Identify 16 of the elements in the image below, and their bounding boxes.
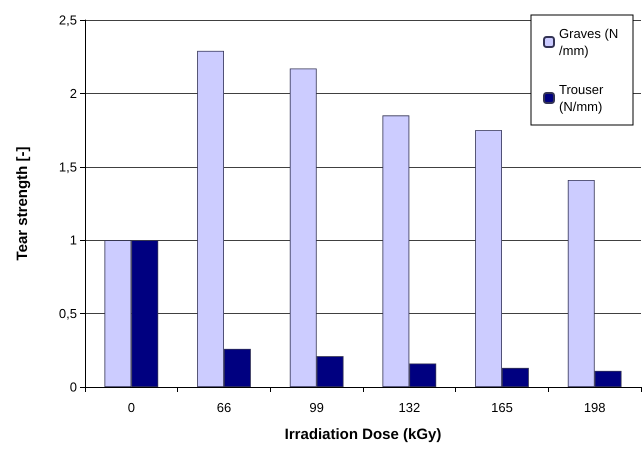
legend-label: Graves (N/mm): [559, 26, 618, 58]
legend-label: Trouser (N/mm): [559, 82, 607, 114]
y-tick-label: 1,5: [58, 159, 77, 174]
x-tick-label: 165: [491, 400, 513, 415]
x-tick-label: 0: [128, 400, 135, 415]
y-tick-label: 0,5: [58, 306, 77, 322]
y-tick-label: 2: [70, 86, 77, 101]
x-tick-label: 66: [216, 400, 232, 415]
y-tick-label: 2,5: [58, 12, 77, 28]
x-tick-label: 198: [584, 400, 606, 415]
x-tick-label: 132: [398, 400, 420, 415]
y-axis-title: Tear strength [-]: [14, 146, 31, 260]
y-tick-label: 1: [70, 232, 77, 248]
y-tick-label: 0: [70, 380, 77, 394]
x-axis-title: Irradiation Dose (kGy): [284, 426, 442, 443]
x-tick-label: 99: [309, 400, 324, 415]
